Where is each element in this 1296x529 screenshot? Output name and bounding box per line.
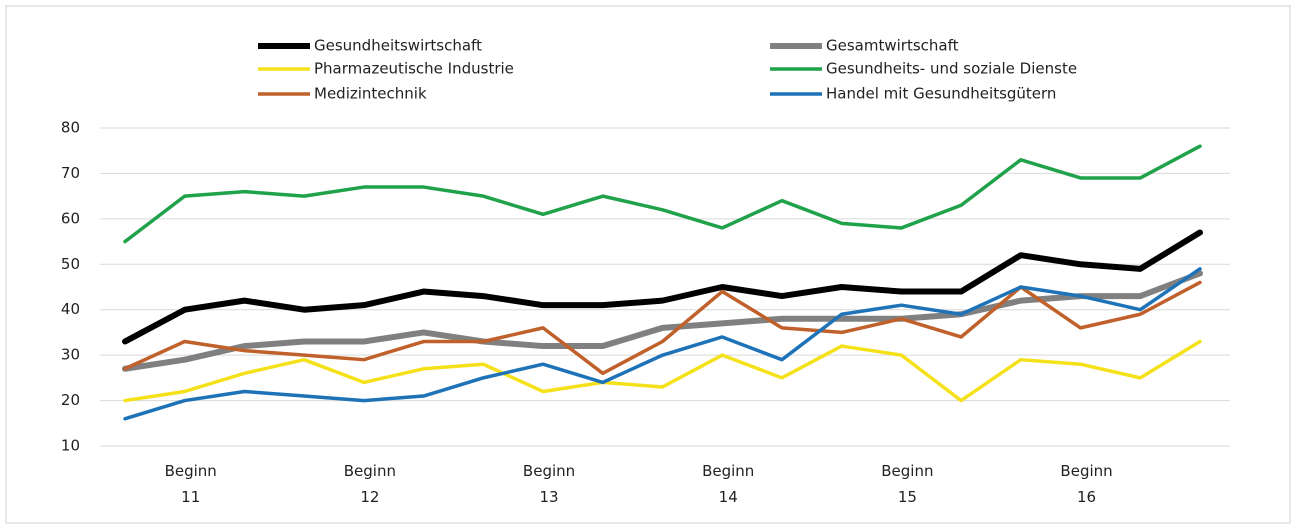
- legend-label: Gesamtwirtschaft: [826, 37, 959, 55]
- y-tick-label: 20: [61, 391, 80, 409]
- legend-label: Gesundheitswirtschaft: [314, 37, 482, 55]
- legend-label: Medizintechnik: [314, 85, 427, 103]
- y-tick-label: 80: [61, 119, 80, 137]
- series-line: [123, 339, 1202, 403]
- series-line: [122, 229, 1203, 345]
- x-tick-label: Beginn 13: [522, 462, 576, 506]
- series-line: [123, 267, 1202, 421]
- series-line: [123, 144, 1202, 244]
- series-line: [122, 270, 1203, 372]
- y-tick-label: 70: [61, 164, 80, 182]
- y-tick-label: 50: [61, 255, 80, 273]
- legend-label: Handel mit Gesundheitsgütern: [826, 85, 1056, 103]
- legend-label: Gesundheits- und soziale Dienste: [826, 60, 1077, 78]
- y-tick-label: 60: [61, 209, 80, 227]
- x-tick-label: Beginn 15: [881, 462, 934, 506]
- y-tick-label: 30: [61, 346, 80, 364]
- x-tick-label: Beginn 14: [702, 462, 755, 506]
- x-tick-label: Beginn 12: [343, 462, 396, 506]
- y-tick-label: 10: [61, 437, 80, 455]
- y-tick-label: 40: [61, 300, 80, 318]
- legend-label: Pharmazeutische Industrie: [314, 60, 514, 78]
- x-tick-label: Beginn 16: [1060, 462, 1113, 506]
- x-tick-label: Beginn 11: [164, 462, 217, 506]
- frame: [5, 5, 1291, 524]
